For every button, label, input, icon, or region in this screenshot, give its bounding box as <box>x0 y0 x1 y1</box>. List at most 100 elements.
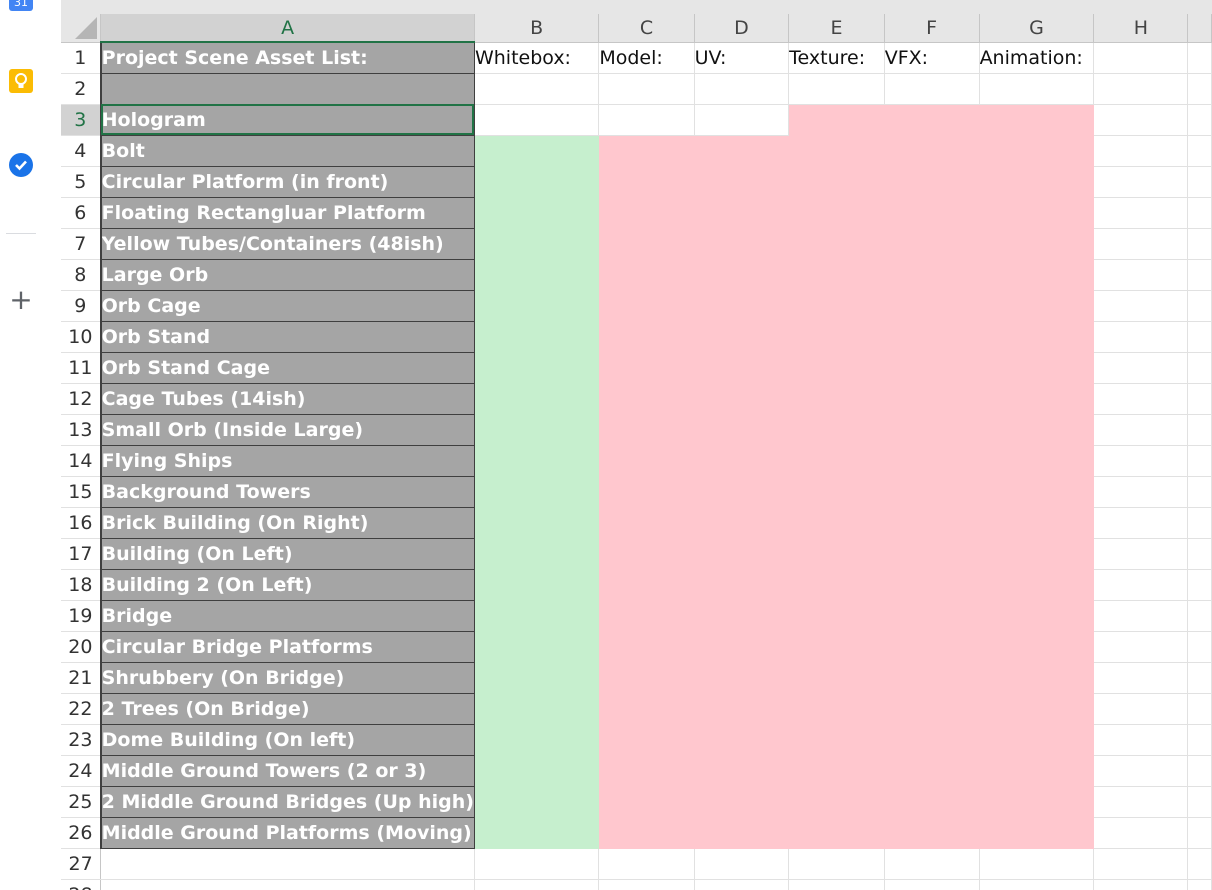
status-cell-f[interactable] <box>884 476 980 508</box>
asset-name-cell[interactable]: Cage Tubes (14ish) <box>99 382 475 415</box>
row-header[interactable]: 12 <box>61 383 102 415</box>
status-cell-d[interactable] <box>694 259 790 291</box>
asset-name-cell[interactable]: Building (On Left) <box>99 537 475 570</box>
asset-name-cell[interactable]: Floating Rectangluar Platform <box>99 196 475 229</box>
row-header[interactable]: 13 <box>61 414 102 446</box>
status-cell-d[interactable] <box>694 817 790 849</box>
status-cell-h[interactable] <box>1093 879 1189 890</box>
status-cell-e[interactable] <box>788 848 885 880</box>
status-cell-h[interactable] <box>1093 817 1189 849</box>
status-cell-b[interactable] <box>474 879 600 890</box>
status-cell-d[interactable] <box>694 197 790 229</box>
status-cell-f[interactable] <box>884 786 980 818</box>
status-cell-c[interactable] <box>598 755 695 787</box>
status-cell-d[interactable] <box>694 352 790 384</box>
row-header[interactable]: 19 <box>61 600 102 632</box>
status-cell-f[interactable] <box>884 135 980 167</box>
status-cell-h[interactable] <box>1093 414 1189 446</box>
status-cell-c[interactable] <box>598 445 695 477</box>
status-cell-h[interactable] <box>1093 197 1189 229</box>
status-cell-h[interactable] <box>1093 848 1189 880</box>
status-cell-c[interactable] <box>598 352 695 384</box>
status-cell-c[interactable] <box>598 600 695 632</box>
status-cell-g[interactable] <box>979 507 1095 539</box>
status-cell-b[interactable] <box>474 817 600 849</box>
status-cell-b[interactable] <box>474 631 600 663</box>
status-cell-i[interactable] <box>1187 879 1212 890</box>
row-header[interactable]: 8 <box>61 259 102 291</box>
status-cell-g[interactable] <box>979 290 1095 322</box>
status-cell-h[interactable] <box>1093 755 1189 787</box>
tasks-icon[interactable] <box>8 152 34 178</box>
status-cell-c[interactable] <box>598 507 695 539</box>
status-cell-d[interactable] <box>694 848 790 880</box>
status-cell-i[interactable] <box>1187 228 1212 260</box>
status-cell-b[interactable] <box>474 290 600 322</box>
status-cell-g[interactable] <box>979 73 1095 105</box>
status-cell-c[interactable] <box>598 166 695 198</box>
asset-name-cell[interactable]: 2 Middle Ground Bridges (Up high) <box>99 785 475 818</box>
status-cell-d[interactable] <box>694 321 790 353</box>
column-header-a[interactable]: A <box>100 14 475 43</box>
status-cell-i[interactable] <box>1187 724 1212 756</box>
status-cell-b[interactable] <box>474 538 600 570</box>
status-cell-c[interactable] <box>598 538 695 570</box>
asset-name-cell[interactable]: Orb Cage <box>99 289 475 322</box>
status-cell-c[interactable] <box>598 104 695 136</box>
status-cell-i[interactable] <box>1187 290 1212 322</box>
status-cell-f[interactable] <box>884 228 980 260</box>
status-cell-e[interactable] <box>788 662 885 694</box>
status-cell-d[interactable] <box>694 414 790 446</box>
status-cell-f[interactable] <box>884 879 980 890</box>
status-cell-c[interactable] <box>598 290 695 322</box>
status-cell-c[interactable] <box>598 693 695 725</box>
status-cell-i[interactable] <box>1187 848 1212 880</box>
status-cell-e[interactable] <box>788 135 885 167</box>
row-header[interactable]: 9 <box>61 290 102 322</box>
status-cell-h[interactable] <box>1093 538 1189 570</box>
status-cell-i[interactable] <box>1187 662 1212 694</box>
status-cell-b[interactable] <box>474 383 600 415</box>
status-cell-h[interactable] <box>1093 290 1189 322</box>
asset-name-cell[interactable]: Large Orb <box>99 258 475 291</box>
status-cell-i[interactable] <box>1187 414 1212 446</box>
row-header[interactable]: 5 <box>61 166 102 198</box>
asset-name-cell[interactable]: Circular Platform (in front) <box>99 165 475 198</box>
status-cell-f[interactable] <box>884 290 980 322</box>
status-cell-h[interactable] <box>1093 476 1189 508</box>
status-cell-g[interactable] <box>979 476 1095 508</box>
status-cell-f[interactable] <box>884 352 980 384</box>
row-header[interactable]: 6 <box>61 197 102 229</box>
asset-name-cell[interactable]: Middle Ground Towers (2 or 3) <box>99 754 475 787</box>
keep-icon[interactable] <box>8 68 34 94</box>
status-cell-c[interactable] <box>598 135 695 167</box>
status-cell-e[interactable] <box>788 383 885 415</box>
status-cell-e[interactable] <box>788 631 885 663</box>
status-cell-i[interactable] <box>1187 104 1212 136</box>
status-cell-b[interactable] <box>474 414 600 446</box>
status-cell-b[interactable] <box>474 848 600 880</box>
row-header[interactable]: 26 <box>61 817 102 849</box>
status-cell-i[interactable] <box>1187 321 1212 353</box>
status-cell-e[interactable] <box>788 538 885 570</box>
status-cell-b[interactable] <box>474 197 600 229</box>
status-cell-f[interactable] <box>884 693 980 725</box>
status-cell-f[interactable] <box>884 259 980 291</box>
column-header-b[interactable]: B <box>474 14 600 43</box>
status-cell-g[interactable] <box>979 879 1095 890</box>
row-header[interactable]: 4 <box>61 135 102 167</box>
asset-name-cell[interactable]: Background Towers <box>99 475 475 508</box>
status-cell-c[interactable] <box>598 414 695 446</box>
status-cell-i[interactable] <box>1187 600 1212 632</box>
asset-name-cell[interactable]: Building 2 (On Left) <box>99 568 475 601</box>
status-cell-i[interactable] <box>1187 197 1212 229</box>
status-cell-g[interactable] <box>979 600 1095 632</box>
status-cell-b[interactable] <box>474 321 600 353</box>
column-header-f[interactable]: F <box>884 14 980 43</box>
status-cell-h[interactable] <box>1093 259 1189 291</box>
status-cell-d[interactable] <box>694 104 790 136</box>
status-cell-h[interactable] <box>1093 631 1189 663</box>
status-cell-i[interactable] <box>1187 352 1212 384</box>
status-cell-i[interactable] <box>1187 755 1212 787</box>
status-cell-e[interactable] <box>788 600 885 632</box>
